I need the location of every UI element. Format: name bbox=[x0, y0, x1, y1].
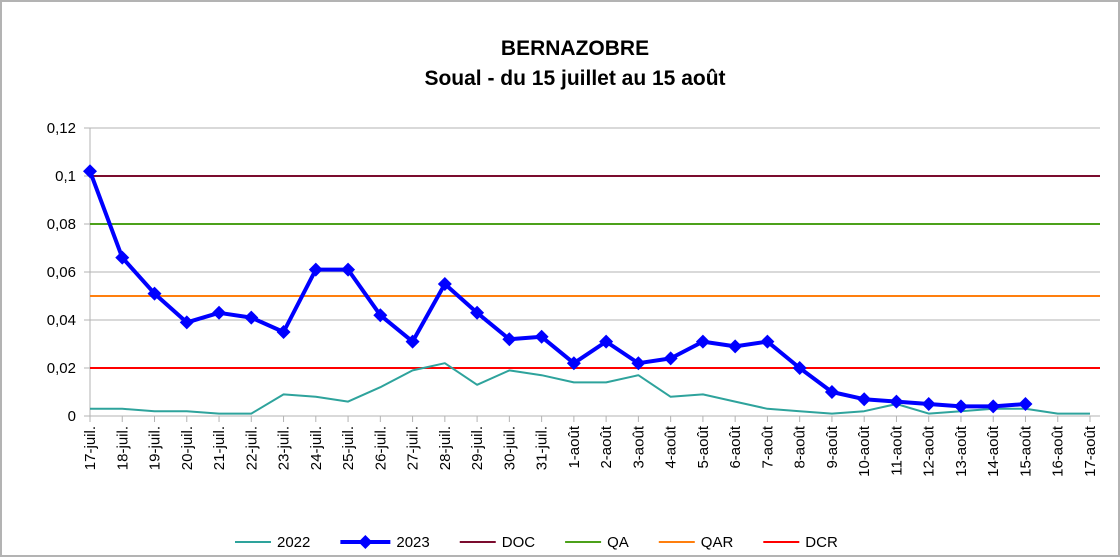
y-tick-label: 0,06 bbox=[47, 264, 76, 281]
x-tick-label: 26-juil. bbox=[372, 426, 389, 470]
point-marker bbox=[308, 262, 323, 277]
legend-label: QAR bbox=[701, 534, 734, 551]
legend-marker bbox=[358, 535, 373, 549]
point-marker bbox=[760, 334, 775, 349]
x-tick-label: 3-août bbox=[630, 425, 647, 468]
point-marker bbox=[599, 334, 614, 349]
point-marker bbox=[1018, 397, 1033, 411]
x-tick-label: 11-août bbox=[888, 425, 905, 476]
x-tick-label: 31-juil. bbox=[534, 426, 551, 470]
point-marker bbox=[566, 356, 581, 371]
legend-label: QA bbox=[607, 534, 629, 551]
legend-label: DOC bbox=[502, 534, 536, 551]
x-tick-label: 15-août bbox=[1017, 425, 1034, 477]
point-marker bbox=[276, 325, 291, 339]
chart-title: BERNAZOBRE bbox=[501, 37, 649, 60]
point-marker bbox=[502, 332, 517, 347]
point-marker bbox=[405, 334, 420, 349]
y-tick-label: 0,04 bbox=[47, 312, 76, 329]
x-tick-label: 23-juil. bbox=[276, 426, 293, 470]
x-tick-label: 17-juil. bbox=[82, 426, 99, 470]
point-marker bbox=[631, 356, 646, 371]
point-marker bbox=[115, 250, 130, 265]
x-tick-label: 27-juil. bbox=[405, 426, 422, 470]
point-marker bbox=[373, 308, 388, 323]
point-marker bbox=[695, 334, 710, 349]
x-tick-label: 4-août bbox=[663, 425, 680, 468]
point-marker bbox=[437, 277, 452, 291]
point-marker bbox=[179, 315, 194, 330]
y-tick-label: 0,1 bbox=[55, 168, 76, 185]
y-tick-label: 0,12 bbox=[47, 120, 76, 137]
x-tick-label: 28-juil. bbox=[437, 426, 454, 470]
x-tick-label: 5-août bbox=[695, 425, 712, 468]
point-marker bbox=[534, 329, 549, 344]
x-tick-label: 14-août bbox=[985, 425, 1002, 477]
legend-label: DCR bbox=[805, 534, 838, 551]
x-tick-label: 9-août bbox=[824, 425, 841, 468]
x-tick-label: 24-juil. bbox=[308, 426, 325, 470]
x-tick-label: 30-juil. bbox=[501, 426, 518, 470]
x-tick-label: 10-août bbox=[856, 425, 873, 477]
point-marker bbox=[470, 305, 485, 320]
point-marker bbox=[341, 262, 356, 277]
chart-subtitle: Soual - du 15 juillet au 15 août bbox=[424, 67, 725, 90]
x-tick-label: 7-août bbox=[759, 425, 776, 468]
point-marker bbox=[986, 399, 1001, 414]
x-tick-label: 16-août bbox=[1050, 425, 1067, 477]
point-marker bbox=[953, 399, 968, 414]
x-tick-label: 17-août bbox=[1082, 425, 1099, 477]
x-tick-label: 20-juil. bbox=[179, 426, 196, 470]
legend-label: 2022 bbox=[277, 534, 310, 551]
point-marker bbox=[921, 397, 936, 411]
x-tick-label: 13-août bbox=[953, 425, 970, 477]
x-tick-label: 29-juil. bbox=[469, 426, 486, 470]
point-marker bbox=[663, 351, 678, 366]
point-marker bbox=[792, 361, 807, 375]
point-marker bbox=[824, 385, 839, 399]
point-marker bbox=[83, 164, 97, 179]
point-marker bbox=[857, 392, 872, 407]
x-tick-label: 12-août bbox=[921, 425, 938, 477]
x-tick-label: 19-juil. bbox=[147, 426, 164, 470]
x-tick-label: 8-août bbox=[792, 425, 809, 468]
x-tick-label: 6-août bbox=[727, 425, 744, 468]
x-tick-label: 21-juil. bbox=[211, 426, 228, 470]
point-marker bbox=[212, 305, 227, 320]
x-tick-label: 18-juil. bbox=[114, 426, 131, 470]
x-tick-label: 2-août bbox=[598, 425, 615, 468]
x-tick-label: 22-juil. bbox=[243, 426, 260, 470]
point-marker bbox=[889, 394, 904, 409]
point-marker bbox=[728, 339, 743, 354]
x-tick-label: 1-août bbox=[566, 425, 583, 468]
series-line bbox=[90, 362, 1090, 415]
y-tick-label: 0 bbox=[68, 408, 76, 425]
y-tick-label: 0,08 bbox=[47, 216, 76, 233]
point-marker bbox=[147, 286, 162, 301]
legend-label: 2023 bbox=[396, 534, 429, 551]
y-tick-label: 0,02 bbox=[47, 360, 76, 377]
point-marker bbox=[244, 310, 259, 325]
x-tick-label: 25-juil. bbox=[340, 426, 357, 470]
